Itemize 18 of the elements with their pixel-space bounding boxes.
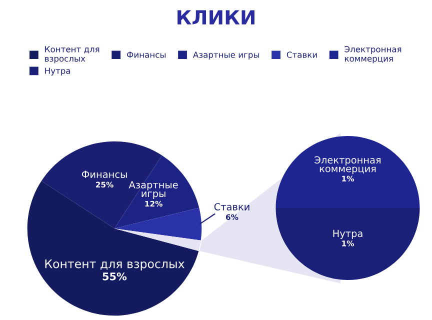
slice-label: Электронная коммерция	[314, 156, 381, 174]
data-label: 55%	[102, 272, 127, 280]
legend-label: Финансы	[127, 52, 166, 58]
slice-label: Нутра	[333, 230, 362, 239]
legend-label: Ставки	[286, 52, 317, 58]
slice-label: Азартные игры	[128, 181, 178, 199]
pie-slice	[114, 208, 202, 240]
pie-slice	[276, 136, 420, 208]
pie-slice	[276, 208, 420, 280]
slice-label: Ставки	[214, 203, 250, 210]
pie-slice	[27, 181, 199, 316]
slice-label: Финансы	[82, 170, 127, 178]
category-label: Нутра	[45, 68, 70, 76]
legend-label: Азартные игры	[192, 52, 260, 60]
category-label: Электронная коммерция	[344, 46, 402, 64]
slice-label: Контент для взрослых	[45, 259, 184, 271]
chart-title: КЛИКИ	[178, 10, 254, 24]
legend-label: Контент для взрослых	[45, 46, 100, 64]
